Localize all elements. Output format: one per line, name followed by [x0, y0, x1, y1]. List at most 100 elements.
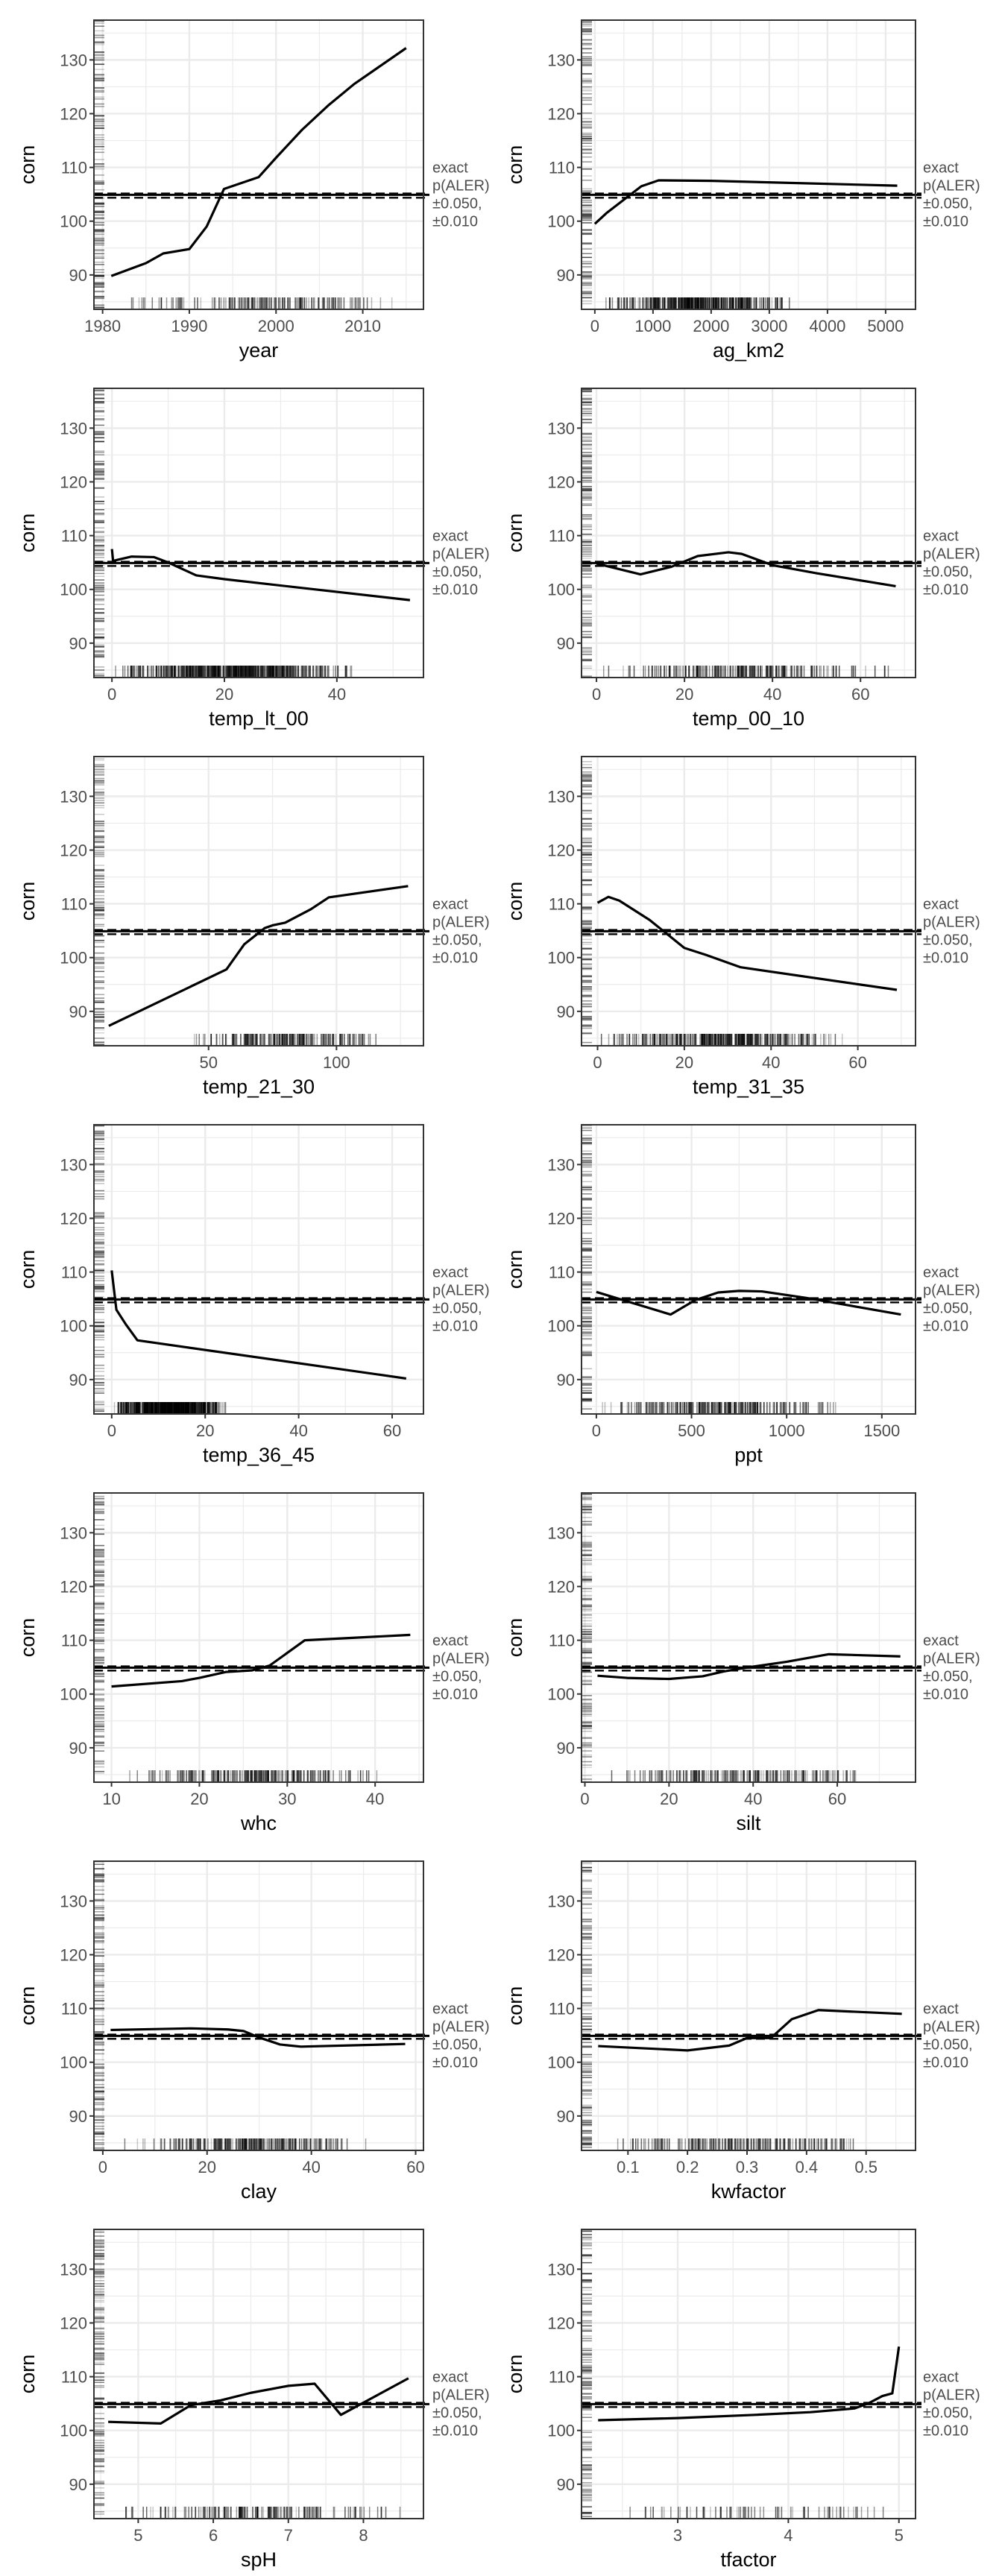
y-tick-label: 130: [547, 1524, 575, 1542]
plot-border: [581, 1124, 916, 1415]
plot-border: [581, 19, 916, 310]
x-axis-title: temp_lt_00: [209, 707, 309, 730]
y-tick-label: 90: [69, 266, 87, 285]
y-tick-label: 120: [547, 1209, 575, 1228]
panel-temp_36_45: 90 100 110 120 130 0 20 40 60 temp_36_45 corn exact…: [16, 1124, 490, 1466]
y-tick-label: 100: [60, 581, 87, 599]
x-axis-title: ag_km2: [713, 339, 784, 362]
panel-temp_21_30: 90 100 110 120 130 50 100 temp_21_30 corn exact p(…: [16, 756, 490, 1098]
legend-text: exact: [923, 896, 959, 912]
y-tick-label: 110: [549, 1632, 575, 1650]
x-tick-label: 60: [383, 1421, 401, 1440]
y-tick-label: 130: [60, 787, 87, 806]
legend-text: ±0.010: [432, 950, 478, 966]
y-tick-label: 90: [557, 266, 575, 285]
legend-text: p(ALER): [923, 1650, 980, 1667]
y-tick-label: 90: [557, 1739, 575, 1758]
legend-text: p(ALER): [923, 1282, 980, 1298]
x-axis-title: temp_31_35: [693, 1076, 804, 1098]
legend-text: exact: [923, 1264, 959, 1281]
plot-border: [93, 19, 424, 310]
panel-ag_km2: 90 100 110 120 130 0 1000 2000 3000 4000 5000 ag_km…: [504, 19, 980, 362]
y-tick-label: 120: [60, 841, 87, 859]
plot-background: [94, 388, 423, 678]
y-tick-label: 100: [547, 1317, 575, 1336]
y-tick-label: 120: [60, 473, 87, 491]
legend-text: exact: [923, 528, 959, 544]
y-tick-label: 110: [61, 1263, 87, 1282]
y-tick-label: 110: [61, 527, 87, 546]
x-tick-label: 20: [675, 1053, 693, 1072]
plot-border: [93, 388, 424, 678]
plot-border: [581, 1492, 916, 1783]
legend-text: ±0.050,: [432, 195, 482, 212]
ale-curve: [111, 1633, 411, 1688]
legend-text: exact: [432, 896, 468, 912]
y-tick-label: 100: [547, 581, 575, 599]
y-tick-label: 130: [60, 51, 87, 69]
x-tick-label: 10: [102, 1790, 120, 1808]
x-tick-label: 2000: [258, 317, 294, 335]
legend-text: ±0.050,: [432, 932, 482, 948]
legend-text: ±0.010: [923, 1686, 968, 1702]
plot-background: [582, 388, 916, 678]
x-tick-label: 0: [107, 685, 116, 704]
x-tick-label: 60: [828, 1790, 846, 1808]
ale-curve: [110, 549, 411, 602]
legend-text: p(ALER): [923, 546, 980, 562]
x-tick-label: 20: [190, 1790, 208, 1808]
x-tick-label: 1980: [84, 317, 121, 335]
y-tick-label: 100: [60, 1685, 87, 1704]
plot-background: [94, 757, 423, 1046]
legend-text: ±0.010: [923, 950, 968, 966]
y-tick-label: 120: [60, 104, 87, 123]
y-tick-label: 90: [557, 1371, 575, 1389]
x-axis-title: silt: [737, 1812, 761, 1834]
panel-temp_lt_00: 90 100 110 120 130 0 20 40 temp_lt_00 corn exact p(…: [16, 388, 490, 730]
y-tick-label: 120: [547, 1577, 575, 1596]
legend-text: ±0.010: [432, 1686, 478, 1702]
x-tick-label: 0: [592, 685, 601, 704]
y-tick-label: 120: [60, 1577, 87, 1596]
x-axis-title: temp_21_30: [203, 1076, 315, 1098]
legend-text: ±0.010: [432, 581, 478, 598]
x-axis-title: whc: [240, 1812, 277, 1834]
x-tick-label: 20: [196, 1421, 214, 1440]
y-tick-label: 110: [549, 895, 575, 914]
x-tick-label: 50: [199, 1053, 217, 1072]
panel-ppt: 90 100 110 120 130 0 500 1000 1500 ppt corn exactp(…: [504, 1124, 980, 1466]
x-tick-label: 0: [107, 1421, 116, 1440]
y-axis-title: corn: [504, 1250, 526, 1289]
x-tick-label: 60: [848, 1053, 866, 1072]
x-tick-label: 40: [762, 1053, 780, 1072]
y-tick-label: 100: [547, 1685, 575, 1704]
legend-text: ±0.050,: [432, 564, 482, 580]
legend-text: ±0.050,: [923, 195, 973, 212]
y-axis-title: corn: [504, 1618, 526, 1658]
ale-curve: [108, 885, 409, 1027]
plot-background: [94, 1861, 423, 2150]
y-axis-title: corn: [16, 1618, 39, 1658]
x-tick-label: 500: [678, 1421, 705, 1440]
x-tick-label: 0: [593, 1053, 602, 1072]
x-tick-label: 1000: [634, 317, 671, 335]
legend-text: ±0.010: [923, 213, 968, 230]
ale-curve: [110, 1270, 407, 1380]
y-tick-label: 90: [557, 634, 575, 653]
x-tick-label: 0: [590, 317, 599, 335]
x-tick-label: 1990: [171, 317, 207, 335]
y-tick-label: 100: [60, 949, 87, 967]
x-tick-label: 20: [660, 1790, 678, 1808]
x-tick-label: 3000: [751, 317, 787, 335]
legend-text: ±0.010: [432, 213, 478, 230]
y-tick-label: 90: [557, 1003, 575, 1021]
panel-temp_00_10: 90 100 110 120 130 0 20 40 60 temp_00_10 corn exact…: [504, 388, 980, 730]
y-tick-label: 120: [60, 1209, 87, 1228]
legend-text: exact: [432, 160, 468, 176]
y-axis-title: corn: [16, 514, 39, 553]
legend-text: ±0.050,: [923, 1668, 973, 1685]
legend-text: ±0.050,: [432, 1668, 482, 1685]
plot-border: [581, 388, 916, 678]
